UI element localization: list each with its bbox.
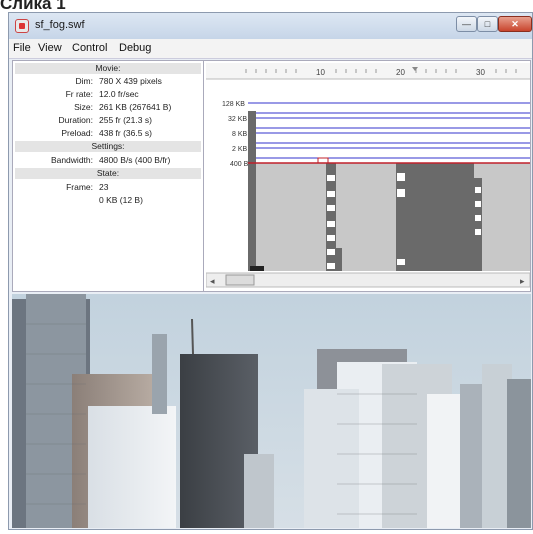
size-label: Size: — [74, 102, 93, 112]
duration-value: 255 fr (21.3 s) — [99, 115, 152, 125]
movie-stage-image — [12, 294, 531, 528]
frrate-value: 12.0 fr/sec — [99, 89, 139, 99]
ruler-label-30: 30 — [476, 68, 485, 77]
ruler-label-10: 10 — [316, 68, 325, 77]
guide-lines — [248, 102, 530, 159]
y-label-8kb: 8 KB — [232, 131, 248, 138]
first-frame-bar[interactable] — [248, 111, 256, 271]
title-bar[interactable]: sf_fog.swf — □ ✕ — [9, 13, 532, 39]
settings-section-header: Settings: — [15, 141, 201, 152]
preload-label: Preload: — [61, 128, 93, 138]
window-title: sf_fog.swf — [35, 19, 85, 31]
scroll-right-arrow[interactable]: ▸ — [520, 276, 525, 286]
dim-value: 780 X 439 pixels — [99, 76, 162, 86]
minimize-button[interactable]: — — [456, 16, 477, 32]
frame-footer-mark — [250, 266, 264, 271]
timeline-ruler[interactable] — [206, 63, 530, 79]
frame-label: Frame: — [66, 182, 93, 192]
y-label-32kb: 32 KB — [228, 116, 247, 123]
flash-app-icon — [15, 19, 29, 33]
y-label-128kb: 128 KB — [222, 101, 245, 108]
bandwidth-profiler: Movie: Dim: 780 X 439 pixels Fr rate: 12… — [12, 60, 531, 292]
dim-label: Dim: — [75, 76, 93, 86]
frame-size-value: 0 KB (12 B) — [99, 195, 143, 205]
preload-marker — [317, 157, 329, 164]
menu-control[interactable]: Control — [72, 42, 108, 54]
movie-info-panel: Movie: Dim: 780 X 439 pixels Fr rate: 12… — [13, 61, 204, 291]
bandwidth-label: Bandwidth: — [50, 155, 93, 165]
bandwidth-value: 4800 B/s (400 B/fr) — [99, 155, 171, 165]
close-button[interactable]: ✕ — [498, 16, 532, 32]
scroll-left-arrow[interactable]: ◂ — [210, 276, 215, 286]
movie-section-header: Movie: — [15, 63, 201, 74]
menu-debug[interactable]: Debug — [119, 42, 152, 54]
ruler-label-20: 20 — [396, 68, 405, 77]
frame-bars[interactable] — [326, 163, 482, 271]
frrate-label: Fr rate: — [65, 89, 93, 99]
y-label-2kb: 2 KB — [232, 146, 248, 153]
y-label-400b: 400 B — [230, 161, 249, 168]
horizontal-scrollbar[interactable] — [205, 272, 531, 288]
frame-area — [248, 163, 530, 271]
menu-file[interactable]: File — [13, 42, 31, 54]
flash-player-window: sf_fog.swf — □ ✕ File View Control Debug… — [8, 12, 533, 530]
streaming-graph: 10 20 30 128 KB 32 KB 8 KB 2 KB 400 B — [205, 63, 531, 289]
maximize-button[interactable]: □ — [477, 16, 498, 32]
state-section-header: State: — [15, 168, 201, 179]
streaming-graph-canvas: 10 20 30 128 KB 32 KB 8 KB 2 KB 400 B — [205, 63, 531, 288]
scrollbar-thumb[interactable] — [225, 274, 255, 286]
duration-label: Duration: — [58, 115, 94, 125]
figure-caption: Слика 1 — [0, 0, 66, 13]
menu-bar: File View Control Debug — [9, 39, 532, 59]
city-skyline-picture — [12, 294, 531, 528]
size-value: 261 KB (267641 B) — [99, 102, 172, 112]
menu-view[interactable]: View — [38, 42, 62, 54]
preload-value: 438 fr (36.5 s) — [99, 128, 152, 138]
frame-value: 23 — [99, 182, 109, 192]
playhead-icon[interactable] — [412, 67, 418, 71]
